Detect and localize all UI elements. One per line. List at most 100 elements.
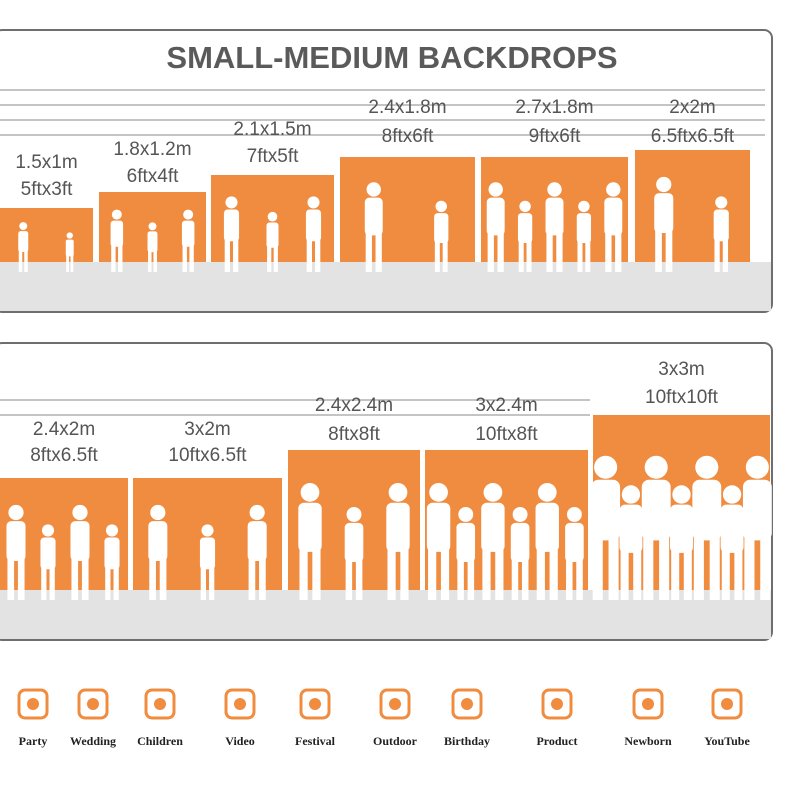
silhouette-part (644, 455, 668, 479)
use-icon-dot (461, 698, 473, 710)
silhouette (364, 182, 383, 272)
silhouette-part (364, 197, 383, 236)
silhouette (247, 504, 267, 600)
silhouette (510, 507, 530, 600)
silhouette-part (608, 535, 619, 600)
size-imperial: 7ftx5ft (247, 146, 299, 167)
silhouette-part (576, 558, 583, 600)
use-label: YouTube (704, 734, 750, 748)
silhouette (266, 211, 279, 272)
use-label: Newborn (624, 734, 672, 748)
silhouette (110, 209, 124, 272)
silhouette-part (366, 182, 381, 197)
silhouette-part (549, 547, 558, 600)
silhouette-part (345, 558, 353, 600)
silhouette-part (442, 239, 448, 272)
silhouette-part (670, 504, 693, 553)
silhouette-part (8, 504, 24, 521)
silhouette-part (577, 239, 583, 272)
silhouette-part (200, 565, 206, 600)
silhouette-part (183, 209, 194, 220)
silhouette-part (181, 220, 195, 247)
size-imperial: 8ftx6ft (382, 126, 434, 147)
silhouette-part (722, 485, 742, 504)
size-imperial: 6ftx4ft (127, 166, 179, 187)
silhouette-part (428, 547, 437, 600)
silhouette-part (482, 547, 491, 600)
silhouette-part (519, 200, 531, 213)
silhouette-part (426, 502, 451, 552)
silhouette-part (672, 485, 691, 504)
silhouette-part (556, 231, 563, 272)
silhouette-part (655, 229, 662, 272)
silhouette-part (605, 231, 612, 272)
silhouette-part (619, 504, 643, 553)
use-icon (224, 688, 256, 720)
silhouette (147, 222, 158, 272)
silhouette-part (104, 537, 120, 570)
silhouette-part (344, 522, 364, 562)
silhouette-part (671, 548, 680, 600)
silhouette-part (233, 237, 239, 272)
silhouette (6, 504, 26, 600)
silhouette-part (536, 547, 545, 600)
size-metric: 2.7x1.8m (515, 97, 593, 118)
silhouette-part (722, 237, 729, 272)
silhouette-part (299, 547, 308, 600)
silhouette-part (148, 521, 168, 562)
silhouette-part (709, 535, 720, 600)
silhouette (386, 483, 410, 600)
silhouette-part (429, 483, 448, 502)
size-metric: 3x3m (658, 359, 704, 380)
silhouette-part (306, 237, 312, 272)
silhouette-part (315, 237, 321, 272)
use-icon (17, 688, 49, 720)
silhouette (692, 455, 722, 600)
silhouette (305, 196, 322, 272)
use-icon-dot (721, 698, 733, 710)
floor (0, 262, 771, 311)
use-label: Party (19, 734, 48, 748)
silhouette-part (565, 522, 584, 562)
silhouette-part (307, 196, 320, 209)
silhouette-part (488, 182, 503, 197)
use-icon-dot (87, 698, 99, 710)
use-icon (711, 688, 743, 720)
silhouette-part (153, 249, 157, 272)
silhouette (654, 176, 674, 272)
silhouette-part (40, 537, 56, 570)
silhouette-part (149, 557, 156, 600)
silhouette-part (388, 483, 408, 502)
silhouette-part (105, 524, 119, 537)
silhouette-part (434, 239, 440, 272)
silhouette (604, 182, 623, 272)
silhouette-part (518, 239, 524, 272)
silhouette-part (300, 483, 320, 502)
silhouette (535, 483, 559, 600)
silhouette-part (760, 535, 771, 600)
size-imperial: 10ftx6.5ft (168, 445, 247, 466)
size-metric: 3x2m (184, 419, 230, 440)
silhouette-part (721, 548, 730, 600)
silhouette (713, 196, 729, 272)
silhouette-part (715, 196, 728, 209)
use-icon-dot (389, 698, 401, 710)
silhouette-part (400, 547, 409, 600)
silhouette (486, 182, 505, 272)
use-label: Video (225, 734, 255, 748)
silhouette-part (7, 557, 15, 600)
silhouette (591, 455, 621, 600)
silhouette-part (70, 254, 74, 272)
silhouette-part (312, 547, 321, 600)
silhouette-part (148, 222, 157, 231)
silhouette-part (720, 504, 744, 553)
silhouette-part (225, 196, 238, 209)
silhouette-part (267, 211, 278, 222)
silhouette-part (111, 243, 116, 272)
size-metric: 2.4x1.8m (368, 97, 446, 118)
use-icon-dot (154, 698, 166, 710)
silhouette (517, 200, 533, 272)
size-metric: 2.4x2.4m (315, 395, 393, 416)
silhouette-part (6, 521, 26, 562)
